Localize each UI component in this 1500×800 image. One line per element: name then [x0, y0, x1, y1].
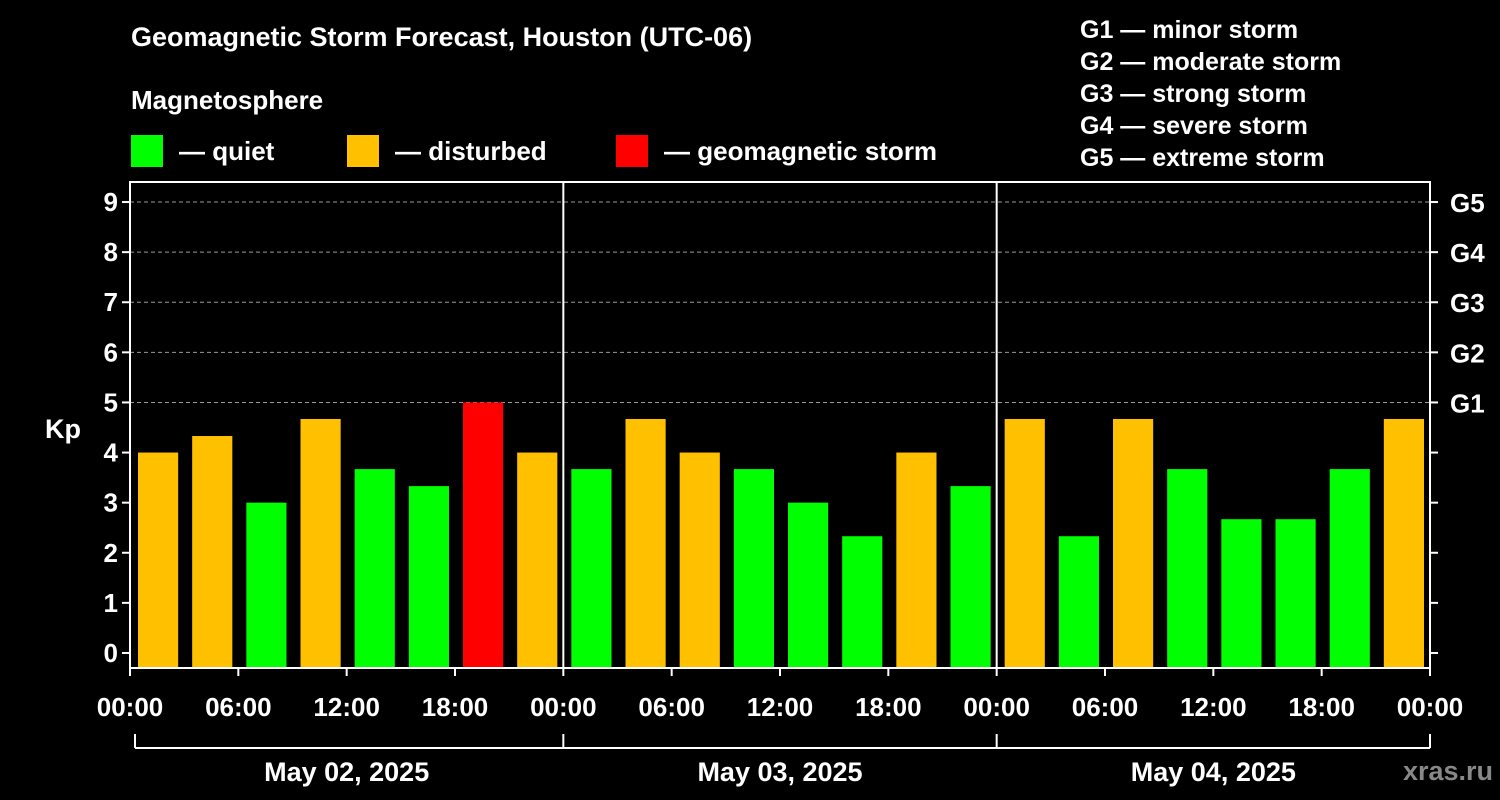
x-tick-label: 00:00 [97, 692, 164, 722]
x-tick-label: 12:00 [747, 692, 814, 722]
x-tick-label: 18:00 [1288, 692, 1355, 722]
x-tick-label: 12:00 [313, 692, 380, 722]
legend-swatch-disturbed [347, 135, 379, 167]
kp-bar [1275, 519, 1316, 668]
g-scale-tick-label: G5 [1450, 188, 1485, 218]
y-axis-label: Kp [45, 414, 81, 444]
bars [138, 402, 1424, 668]
y-tick-label: 7 [104, 287, 118, 317]
kp-bar [463, 402, 504, 668]
x-tick-label: 00:00 [1397, 692, 1464, 722]
y-tick-label: 6 [104, 337, 118, 367]
y-tick-label: 9 [104, 187, 118, 217]
storm-scale-g4: G4 — severe storm [1080, 112, 1308, 140]
kp-bar [517, 452, 558, 668]
chart-title: Geomagnetic Storm Forecast, Houston (UTC… [131, 22, 753, 52]
legend-label-quiet: — quiet [179, 135, 275, 166]
g-scale-tick-label: G1 [1450, 388, 1485, 418]
legend-swatch-storm [616, 135, 648, 167]
y-tick-label: 1 [104, 588, 118, 618]
kp-bar [896, 452, 937, 668]
g-scale-tick-label: G2 [1450, 338, 1485, 368]
kp-bar [300, 418, 341, 668]
storm-scale-g5: G5 — extreme storm [1080, 144, 1325, 172]
storm-scale-legend: G1 — minor storm G2 — moderate storm G3 … [1080, 14, 1341, 174]
x-tick-label: 06:00 [1072, 692, 1139, 722]
y-tick-label: 2 [104, 538, 118, 568]
kp-bar [1058, 536, 1099, 668]
kp-bar [138, 452, 179, 668]
day-label: May 04, 2025 [1131, 757, 1296, 787]
x-tick-label: 00:00 [530, 692, 597, 722]
kp-bar [1167, 469, 1208, 668]
x-tick-label: 18:00 [422, 692, 489, 722]
kp-bar [842, 536, 883, 668]
g-scale-tick-label: G3 [1450, 288, 1485, 318]
y-tick-label: 5 [104, 387, 118, 417]
x-tick-label: 06:00 [205, 692, 272, 722]
kp-bar [354, 469, 395, 668]
kp-bar [679, 452, 720, 668]
legend-quiet: — quiet [131, 135, 274, 167]
storm-scale-g2: G2 — moderate storm [1080, 48, 1342, 76]
legend-storm: — geomagnetic storm [616, 135, 937, 167]
magnetosphere-label: Magnetosphere [131, 85, 324, 115]
x-tick-label: 18:00 [855, 692, 922, 722]
day-label: May 03, 2025 [697, 757, 862, 787]
g-scale-tick-label: G4 [1450, 238, 1485, 268]
y-tick-label: 0 [104, 638, 118, 668]
kp-bar [192, 436, 233, 668]
x-tick-label: 00:00 [963, 692, 1030, 722]
kp-bar [733, 469, 774, 668]
day-label: May 02, 2025 [264, 757, 429, 787]
axes: 0 1 2 3 4 5 6 7 8 9 G1 G2 G3 G4 G5 00:00 06:00 12:00 18:00… [97, 187, 1485, 787]
y-tick-label: 8 [104, 237, 118, 267]
storm-scale-g1: G1 — minor storm [1080, 16, 1299, 44]
kp-bar [788, 502, 829, 668]
kp-bar [571, 469, 612, 668]
kp-bar [246, 502, 287, 668]
storm-scale-g3: G3 — strong storm [1080, 80, 1307, 108]
legend-label-disturbed: — disturbed [395, 135, 547, 166]
y-tick-label: 4 [104, 438, 119, 468]
x-tick-label: 12:00 [1180, 692, 1247, 722]
kp-bar [1004, 418, 1045, 668]
kp-bar [408, 486, 449, 668]
kp-bar [1113, 418, 1154, 668]
watermark: xras.ru [1403, 756, 1493, 786]
y-tick-label: 3 [104, 488, 118, 518]
kp-bar [1221, 519, 1262, 668]
kp-bar [625, 418, 666, 668]
legend-label-storm: — geomagnetic storm [664, 135, 938, 166]
kp-bar [1383, 418, 1424, 668]
legend-disturbed: — disturbed [347, 135, 547, 167]
kp-bar [1329, 469, 1370, 668]
gridlines [130, 201, 1430, 403]
x-tick-label: 06:00 [638, 692, 705, 722]
legend-swatch-quiet [131, 135, 163, 167]
kp-bar [950, 486, 991, 668]
